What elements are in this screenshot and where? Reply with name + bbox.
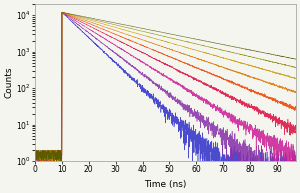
Y-axis label: Counts: Counts <box>4 67 13 98</box>
X-axis label: Time (ns): Time (ns) <box>144 180 187 189</box>
